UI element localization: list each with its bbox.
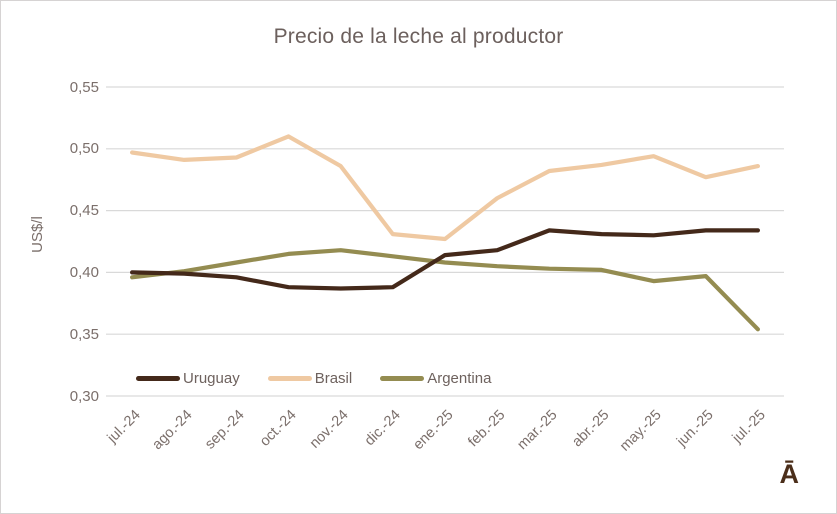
a-macron-watermark: Ā xyxy=(779,459,800,489)
legend-label-argentina: Argentina xyxy=(427,370,492,387)
y-tick-label: 0,40 xyxy=(69,263,99,281)
chart-title: Precio de la leche al productor xyxy=(273,25,564,48)
y-tick-label: 0,35 xyxy=(69,325,99,343)
series-line-brasil xyxy=(130,134,761,242)
uruguay-line-swatch-icon xyxy=(136,376,180,381)
legend-label-brasil: Brasil xyxy=(314,370,353,387)
legend-label-uruguay: Uruguay xyxy=(183,370,240,387)
legend-item-brasil: Brasil xyxy=(267,370,353,387)
legend-item-uruguay: Uruguay xyxy=(136,370,240,387)
argentina-line-swatch-icon xyxy=(380,376,425,381)
brasil-line-swatch-icon xyxy=(267,376,312,381)
series-line-uruguay xyxy=(130,228,761,291)
chart-legend: Uruguay Brasil Argentina xyxy=(136,370,519,387)
y-tick-label: 0,50 xyxy=(69,140,99,158)
legend-item-argentina: Argentina xyxy=(380,370,491,387)
y-tick-label: 0,55 xyxy=(69,78,99,96)
series-line-argentina xyxy=(130,248,761,332)
y-tick-label: 0,30 xyxy=(69,387,99,405)
y-tick-label: 0,45 xyxy=(69,202,99,220)
